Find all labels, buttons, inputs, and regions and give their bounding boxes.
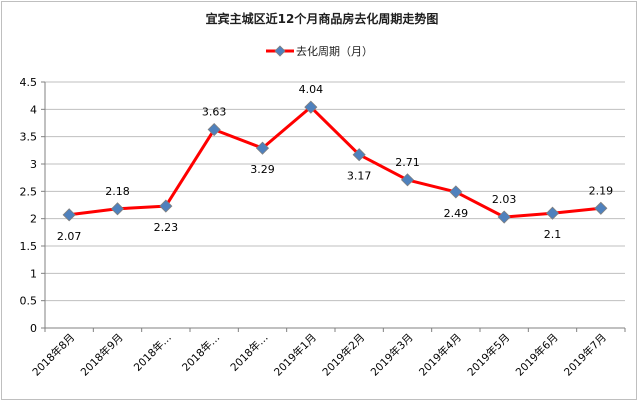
data-label: 2.23 xyxy=(154,221,179,234)
data-label: 2.19 xyxy=(589,184,614,197)
x-axis-ticks: 2018年8月 2018年9月 2018年… 2018年… 2018年… 2019年1月 2… xyxy=(30,331,609,379)
data-label: 3.29 xyxy=(250,163,275,176)
data-label: 2.07 xyxy=(57,230,82,243)
legend: 去化周期（月） xyxy=(266,44,373,58)
data-point-marker xyxy=(110,202,125,216)
series-line-group xyxy=(69,105,601,219)
data-label: 2.18 xyxy=(105,185,130,198)
data-label: 3.17 xyxy=(347,170,372,183)
y-tick-label: 2 xyxy=(30,213,37,226)
legend-label: 去化周期（月） xyxy=(296,44,373,58)
y-tick-label: 0 xyxy=(30,322,37,335)
data-labels: 2.07 2.18 2.23 3.63 3.29 4.04 3.17 2.71 2.49 2.03… xyxy=(57,83,613,243)
x-tick-label: 2019年4月 xyxy=(416,331,464,379)
y-tick-label: 3.5 xyxy=(20,131,38,144)
y-tick-label: 1 xyxy=(30,267,37,280)
x-tick-label: 2018年9月 xyxy=(78,331,126,379)
grid-lines xyxy=(45,81,625,302)
data-label: 2.71 xyxy=(395,156,420,169)
series-line xyxy=(69,105,601,219)
x-tick-label: 2019年7月 xyxy=(561,331,609,379)
x-tick-label: 2018年8月 xyxy=(30,331,78,379)
x-tick-label: 2019年3月 xyxy=(368,331,416,379)
x-tick-label: 2019年1月 xyxy=(271,331,319,379)
x-tick-label: 2019年2月 xyxy=(320,331,368,379)
data-point-marker xyxy=(304,100,318,114)
data-point-marker xyxy=(449,185,463,199)
y-tick-label: 4 xyxy=(30,103,37,116)
y-tick-label: 3 xyxy=(30,158,37,171)
x-tick-label: 2018年… xyxy=(228,331,271,374)
legend-marker-swatch xyxy=(274,45,286,57)
x-tick-label: 2018年… xyxy=(179,331,222,374)
data-point-marker xyxy=(352,148,366,162)
data-point-marker xyxy=(400,173,415,187)
data-label: 4.04 xyxy=(299,83,324,96)
y-tick-label: 2.5 xyxy=(20,185,38,198)
y-tick-label: 0.5 xyxy=(20,295,38,308)
data-point-marker xyxy=(594,201,608,215)
y-tick-label: 1.5 xyxy=(20,240,38,253)
chart-title: 宜宾主城区近12个月商品房去化周期走势图 xyxy=(206,11,439,26)
data-point-marker xyxy=(497,210,511,224)
y-tick-label: 4.5 xyxy=(20,76,38,89)
x-tick-label: 2018年… xyxy=(131,331,174,374)
data-point-marker xyxy=(159,199,173,213)
data-label: 3.63 xyxy=(202,106,227,119)
x-tick-label: 2019年6月 xyxy=(513,331,561,379)
data-point-marker xyxy=(207,122,221,137)
data-label: 2.03 xyxy=(492,193,517,206)
data-label: 2.49 xyxy=(444,207,469,220)
data-point-marker xyxy=(62,208,76,222)
axes xyxy=(41,81,626,332)
data-point-marker xyxy=(255,141,270,155)
data-label: 2.1 xyxy=(544,228,562,241)
y-axis-ticks: 0 0.5 1 1.5 2 2.5 3 3.5 4 4.5 xyxy=(20,76,38,335)
data-points xyxy=(62,100,608,224)
data-point-marker xyxy=(545,206,560,220)
x-tick-label: 2019年5月 xyxy=(465,331,513,379)
